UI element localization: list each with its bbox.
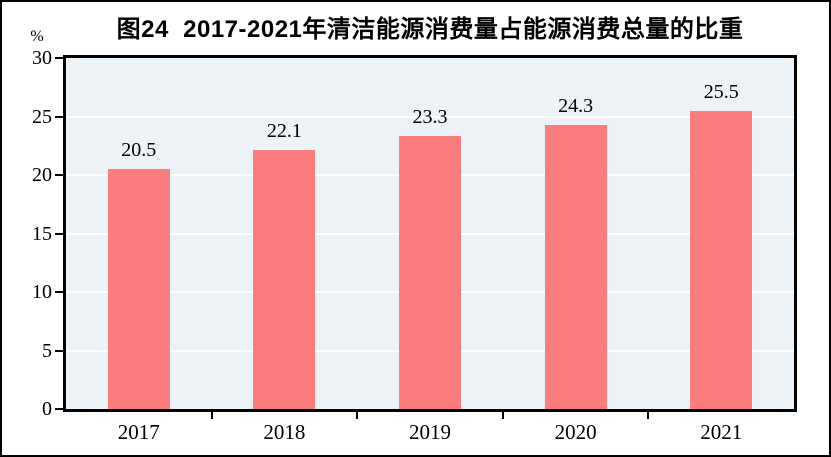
x-axis-label: 2021 [700, 420, 743, 444]
plot-area: 20.5 22.1 23.3 24.3 25.5 [63, 55, 797, 412]
x-axis-label: 2019 [409, 420, 451, 444]
y-axis-label: 20 [32, 164, 52, 186]
bar [544, 124, 607, 409]
bar [253, 150, 316, 409]
x-axis-label: 2017 [117, 420, 160, 444]
bar-value-label: 23.3 [412, 106, 448, 129]
y-axis-label: 30 [32, 47, 52, 69]
y-axis-label: 25 [32, 105, 52, 128]
y-axis-tick [55, 57, 63, 59]
x-axis-tick [501, 412, 504, 419]
x-axis-tick [356, 412, 359, 419]
x-axis-tick [647, 412, 650, 419]
y-axis-label: 0 [42, 398, 52, 420]
chart-title: 图24 2017-2021年清洁能源消费量占能源消费总量的比重 [116, 16, 744, 43]
bar-value-label: 20.5 [121, 139, 157, 162]
y-axis-label: 15 [32, 222, 52, 245]
y-axis-tick [55, 232, 63, 235]
y-axis-tick [55, 349, 63, 352]
bar [690, 110, 753, 409]
gridline [66, 115, 794, 118]
bar [107, 169, 170, 409]
x-axis-label: 2018 [263, 420, 306, 444]
y-axis-tick [55, 174, 63, 176]
y-axis-label: 10 [32, 281, 52, 303]
bar-value-label: 25.5 [703, 80, 739, 103]
bar-value-label: 22.1 [266, 120, 302, 143]
x-axis-label: 2020 [554, 420, 597, 444]
y-axis-label: 5 [42, 339, 52, 362]
y-axis-tick [55, 115, 63, 118]
y-axis-unit-label: % [30, 28, 44, 45]
y-axis-tick [55, 408, 63, 410]
bar-value-label: 24.3 [558, 94, 594, 117]
x-axis-tick [210, 412, 213, 419]
bar [399, 136, 461, 409]
y-axis-tick [55, 291, 63, 293]
